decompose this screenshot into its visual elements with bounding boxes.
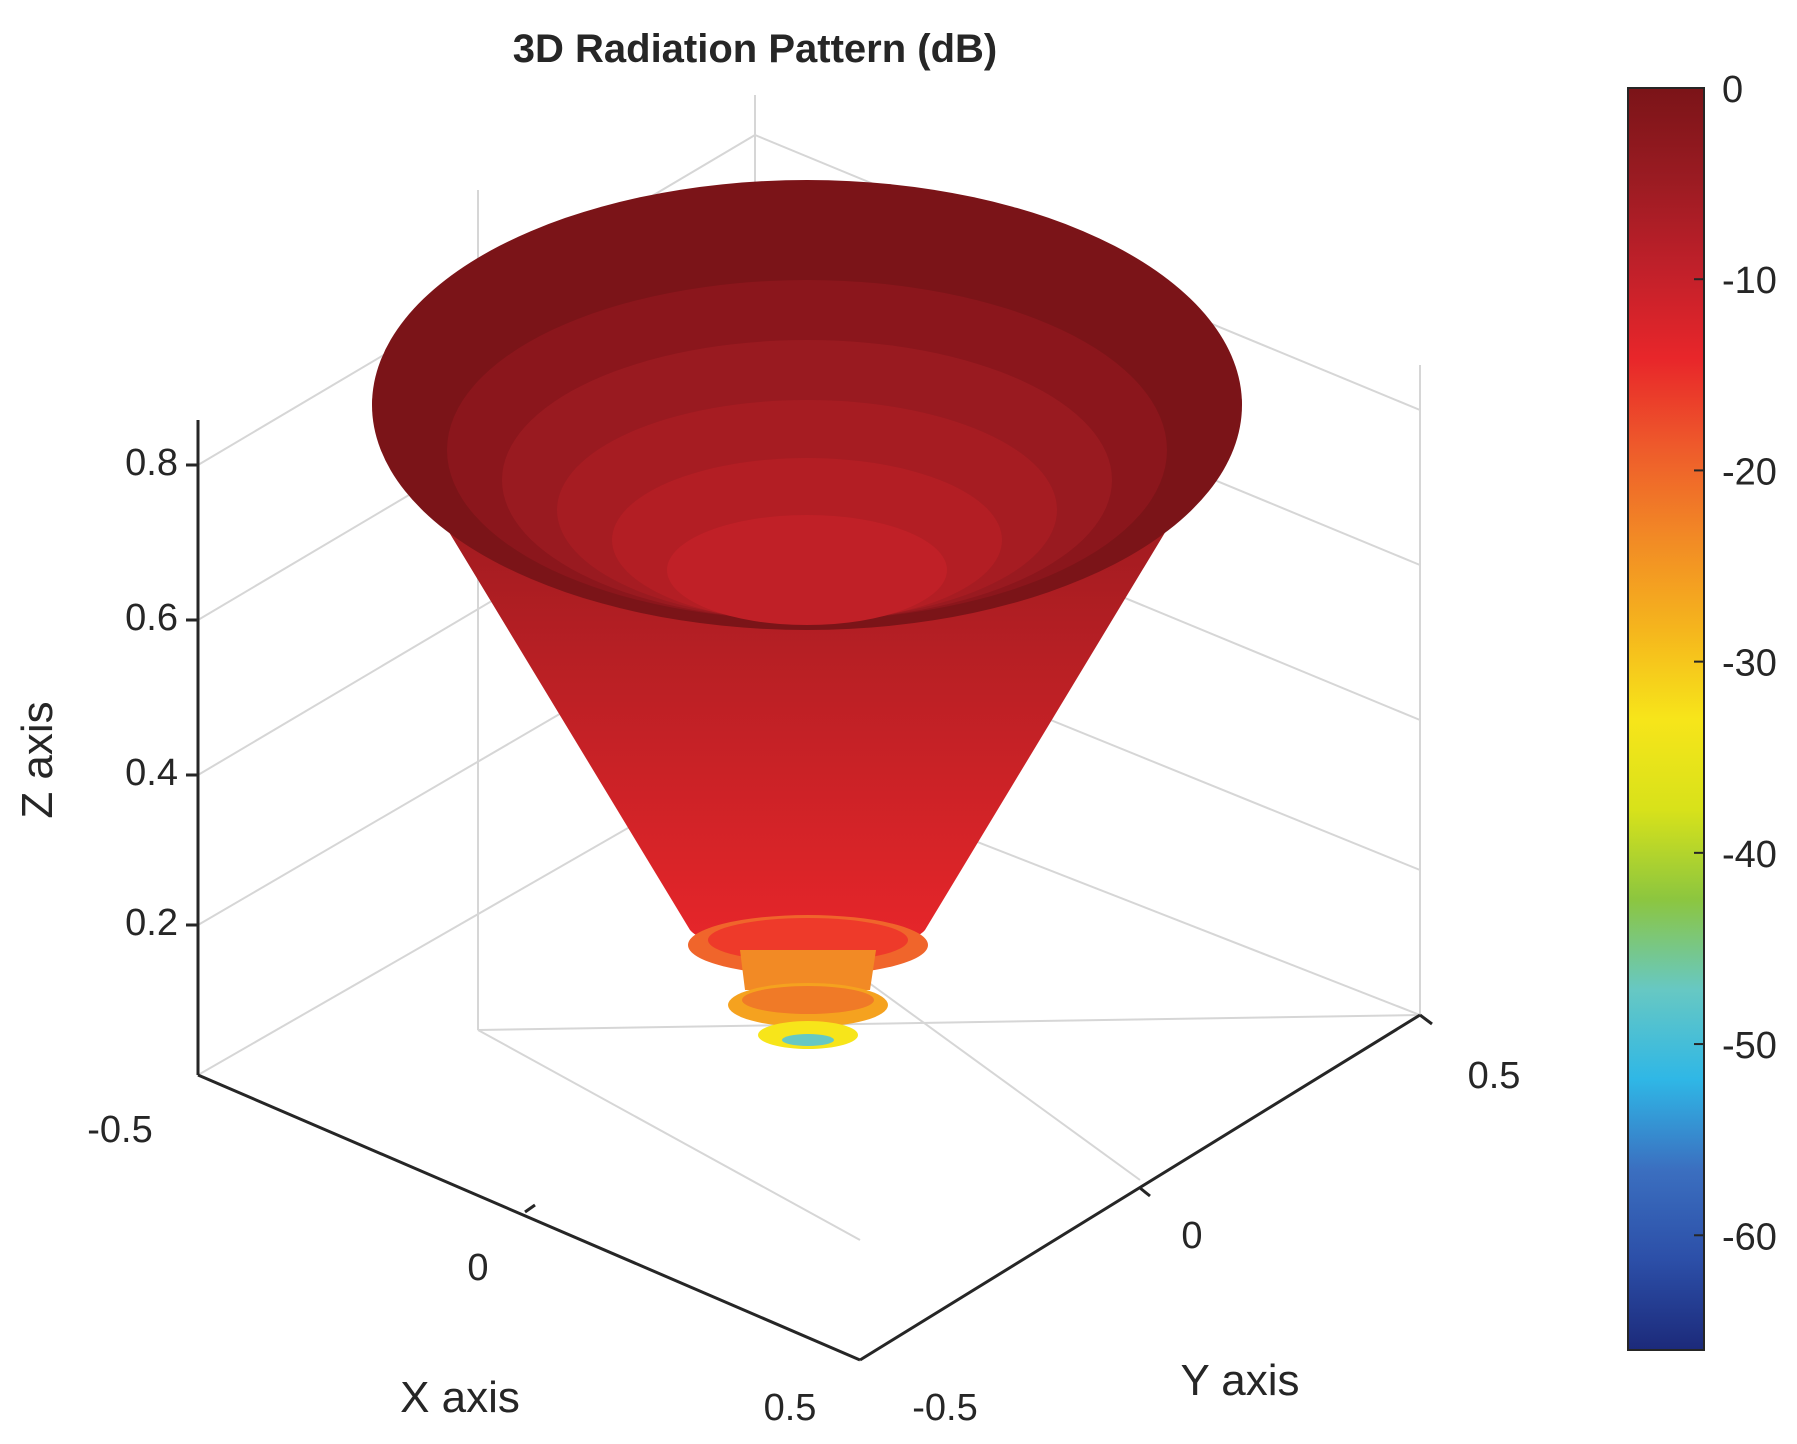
z-tick-label: 0.6 bbox=[125, 597, 178, 639]
sidelobe-body bbox=[740, 950, 876, 990]
y-ticks bbox=[1139, 1013, 1433, 1198]
y-tick-label: 0 bbox=[1181, 1215, 1202, 1257]
colorbar-tick-label: -10 bbox=[1722, 260, 1777, 302]
main-lobe-inner-ring bbox=[667, 515, 947, 625]
z-axis-label: Z axis bbox=[13, 701, 62, 818]
y-tick-label: 0.5 bbox=[1468, 1055, 1521, 1097]
colorbar: 0 -10 -20 -30 -40 -50 -60 bbox=[1627, 69, 1777, 1351]
colorbar-tick-label: 0 bbox=[1722, 69, 1743, 111]
colorbar-fill bbox=[1627, 87, 1705, 1351]
z-tick-label: 0.2 bbox=[125, 902, 178, 944]
colorbar-tick-label: -50 bbox=[1722, 1025, 1777, 1067]
x-tick-label: -0.5 bbox=[87, 1109, 152, 1151]
colorbar-tick-label: -40 bbox=[1722, 834, 1777, 876]
colorbar-tick-label: -60 bbox=[1722, 1216, 1777, 1258]
x-axis-label: X axis bbox=[400, 1373, 520, 1422]
chart-title: 3D Radiation Pattern (dB) bbox=[513, 27, 997, 71]
colorbar-ticks: 0 -10 -20 -30 -40 -50 -60 bbox=[1694, 69, 1777, 1258]
radiation-surface bbox=[372, 180, 1242, 1049]
y-axis-line bbox=[859, 1013, 1421, 1362]
colorbar-tick-label: -30 bbox=[1722, 643, 1777, 685]
colorbar-tick-label: -20 bbox=[1722, 451, 1777, 493]
x-tick-label: 0.5 bbox=[764, 1387, 817, 1429]
z-ticks bbox=[186, 463, 198, 927]
x-tick-label: 0 bbox=[467, 1247, 488, 1289]
z-tick-label: 0.4 bbox=[125, 752, 178, 794]
z-tick-label: 0.8 bbox=[125, 442, 178, 484]
y-tick-label: -0.5 bbox=[912, 1387, 977, 1429]
x-ticks bbox=[524, 1203, 536, 1214]
null-region bbox=[782, 1034, 834, 1046]
x-axis-line bbox=[197, 1073, 861, 1362]
y-axis-label: Y axis bbox=[1180, 1356, 1299, 1405]
sidelobe-ring bbox=[742, 986, 874, 1014]
